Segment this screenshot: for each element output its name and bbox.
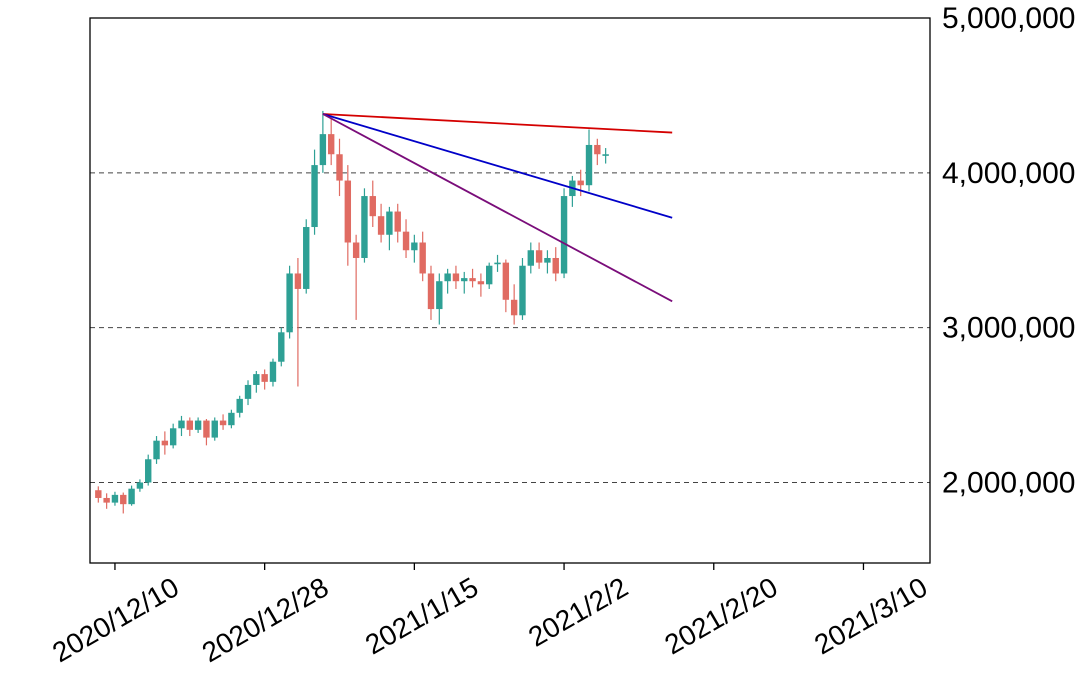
- candle: [327, 118, 335, 166]
- candle: [194, 417, 202, 433]
- candle: [211, 417, 218, 441]
- candle: [219, 414, 227, 430]
- candle: [602, 148, 609, 164]
- candle: [294, 257, 302, 387]
- x-axis-label: 2021/1/15: [360, 571, 483, 660]
- candle: [436, 273, 443, 325]
- candle: [136, 479, 144, 492]
- candle: [303, 219, 310, 294]
- trendline-red: [322, 113, 673, 134]
- candle: [145, 454, 152, 486]
- candle: [336, 138, 343, 197]
- y-axis-label: 5,000,000: [942, 2, 1075, 35]
- candle: [411, 234, 418, 263]
- candle: [510, 284, 518, 325]
- candle: [552, 247, 559, 282]
- x-axis-label: 2021/2/2: [523, 571, 633, 652]
- candle: [419, 231, 426, 282]
- x-axis-label: 2020/12/28: [197, 571, 334, 668]
- candle: [594, 138, 601, 166]
- candle: [95, 486, 102, 503]
- candle: [585, 129, 593, 192]
- candle: [477, 273, 485, 297]
- candle: [311, 149, 318, 235]
- x-axis-label: 2020/12/10: [47, 571, 184, 668]
- candle: [186, 417, 194, 437]
- candle: [502, 259, 510, 313]
- candle: [469, 268, 476, 288]
- candle: [236, 395, 243, 418]
- candle: [128, 485, 135, 506]
- candle: [244, 380, 252, 406]
- candle: [352, 234, 360, 320]
- candle: [386, 206, 393, 251]
- candle: [569, 175, 576, 207]
- candle: [377, 203, 385, 243]
- x-axis-label: 2021/2/20: [659, 571, 782, 660]
- candle: [286, 265, 293, 339]
- candle: [535, 242, 543, 269]
- candle: [560, 188, 568, 279]
- candle: [278, 327, 285, 367]
- candle: [444, 268, 451, 294]
- candle: [519, 257, 526, 320]
- candle: [369, 180, 376, 228]
- trendline-purple: [322, 113, 673, 303]
- candle: [253, 371, 260, 393]
- candle: [178, 415, 185, 437]
- candle: [120, 492, 127, 514]
- candle: [527, 242, 534, 274]
- trendline-blue: [322, 113, 673, 219]
- candle: [269, 358, 277, 387]
- candle: [361, 188, 368, 263]
- candle: [319, 110, 327, 173]
- candle: [169, 423, 177, 449]
- candle: [427, 265, 435, 320]
- candle: [461, 271, 468, 294]
- candle: [402, 219, 410, 258]
- candle: [577, 169, 584, 197]
- x-axis-label: 2021/3/10: [809, 571, 932, 660]
- candle: [344, 165, 352, 266]
- candle: [261, 369, 268, 390]
- candle: [544, 250, 551, 274]
- candle: [111, 491, 119, 506]
- candle: [452, 265, 460, 289]
- candle: [486, 262, 493, 289]
- plot-border: [89, 17, 931, 564]
- candle: [394, 203, 401, 243]
- y-axis-label: 2,000,000: [942, 466, 1075, 499]
- candle: [153, 436, 160, 464]
- candle: [161, 431, 169, 455]
- candle: [494, 254, 501, 272]
- y-axis-label: 4,000,000: [942, 157, 1075, 190]
- candle: [228, 409, 235, 429]
- candle: [203, 419, 210, 446]
- y-axis-label: 3,000,000: [942, 312, 1075, 345]
- candle: [103, 493, 110, 509]
